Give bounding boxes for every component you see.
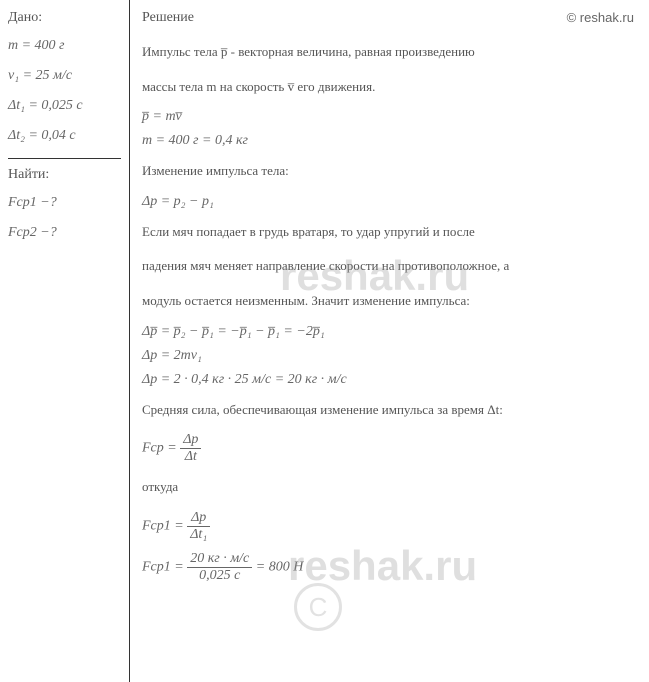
solution-line-6: модуль остается неизменным. Значит измен… [142, 287, 637, 316]
fsr1-top: Δp [187, 510, 210, 527]
formula-momentum: p̅ = mv̅ [142, 109, 637, 125]
formula-delta-p: Δp = p₂ − p₁ [142, 194, 637, 210]
fsr-fraction: Δp Δt [180, 432, 201, 465]
copyright-circle-icon: C [294, 583, 342, 631]
fsr1c-top: 20 кг · м/с [187, 551, 252, 568]
solution-line-8: откуда [142, 473, 637, 502]
find-f1: Fср1 −? [8, 195, 121, 211]
fsr1-bot: Δt₁ [187, 527, 210, 543]
fsr1-fraction: Δp Δt₁ [187, 510, 210, 543]
fsr1c-bot: 0,025 с [187, 568, 252, 584]
solution-panel: © reshak.ru Решение Импульс тела p̅ - ве… [130, 0, 649, 682]
fsr1c-result: = 800 Н [256, 559, 304, 574]
fsr1c-left: Fср1 = [142, 559, 184, 574]
solution-line-2: массы тела m на скорость v̅ его движения… [142, 73, 637, 102]
fsr-top: Δp [180, 432, 201, 449]
formula-fsr: Fср = Δp Δt [142, 432, 637, 465]
solution-line-5: падения мяч меняет направление скорости … [142, 252, 637, 281]
formula-calc-dp: Δp = 2 · 0,4 кг · 25 м/с = 20 кг · м/с [142, 372, 637, 388]
given-velocity: v₁ = 25 м/с [8, 68, 121, 84]
find-f2: Fср2 −? [8, 225, 121, 241]
given-dt2: Δt₂ = 0,04 с [8, 128, 121, 144]
given-panel: Дано: m = 400 г v₁ = 25 м/с Δt₁ = 0,025 … [0, 0, 130, 682]
formula-fsr1-calc: Fср1 = 20 кг · м/с 0,025 с = 800 Н [142, 551, 637, 584]
fsr-bot: Δt [180, 449, 201, 465]
fsr1-left: Fср1 = [142, 518, 184, 533]
given-dt1: Δt₁ = 0,025 с [8, 98, 121, 114]
find-header: Найти: [8, 167, 121, 183]
formula-fsr1: Fср1 = Δp Δt₁ [142, 510, 637, 543]
fsr-left: Fср = [142, 441, 177, 456]
given-header: Дано: [8, 10, 121, 26]
solution-line-3: Изменение импульса тела: [142, 157, 637, 186]
page-container: Дано: m = 400 г v₁ = 25 м/с Δt₁ = 0,025 … [0, 0, 649, 682]
divider [8, 158, 121, 159]
copyright-text: © reshak.ru [567, 10, 634, 25]
fsr1c-fraction: 20 кг · м/с 0,025 с [187, 551, 252, 584]
solution-header: Решение [142, 10, 637, 26]
mass-conversion: m = 400 г = 0,4 кг [142, 133, 637, 149]
solution-line-4: Если мяч попадает в грудь вратаря, то уд… [142, 218, 637, 247]
given-mass: m = 400 г [8, 38, 121, 54]
solution-line-7: Средняя сила, обеспечивающая изменение и… [142, 396, 637, 425]
formula-2mv: Δp = 2mv₁ [142, 348, 637, 364]
formula-delta-p-vec: Δp̅ = p̅₂ − p̅₁ = −p̅₁ − p̅₁ = −2p̅₁ [142, 324, 637, 340]
solution-line-1: Импульс тела p̅ - векторная величина, ра… [142, 38, 637, 67]
